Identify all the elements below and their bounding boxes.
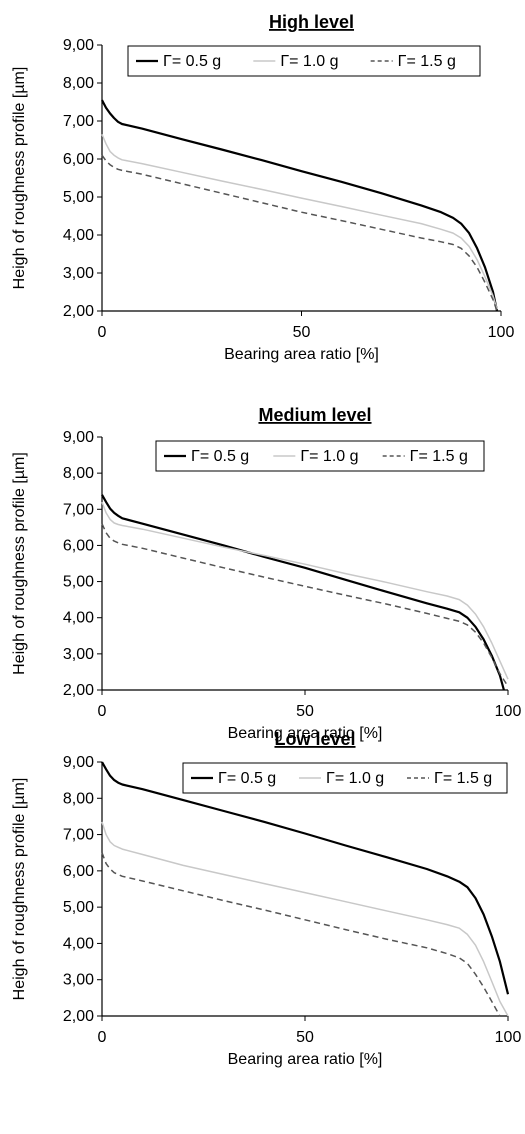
series-line <box>101 134 498 310</box>
legend-label: Γ= 0.5 g <box>191 448 249 465</box>
y-tick-label: 7,00 <box>63 113 94 130</box>
y-tick-label: 6,00 <box>63 151 94 168</box>
legend-box <box>182 762 508 794</box>
y-tick-label: 4,00 <box>63 227 94 244</box>
y-tick-label: 2,00 <box>63 682 94 699</box>
series-line <box>101 494 505 691</box>
y-tick-label: 9,00 <box>63 37 94 54</box>
x-tick-label: 0 <box>98 1029 107 1046</box>
series-line <box>101 761 510 995</box>
x-tick-label: 0 <box>98 324 107 341</box>
chart-title: Medium level <box>258 405 371 425</box>
legend-label: Γ= 1.5 g <box>410 448 468 465</box>
y-tick-label: 6,00 <box>63 537 94 554</box>
x-tick-label: 50 <box>296 1029 314 1046</box>
legend-label: Γ= 1.0 g <box>326 770 384 787</box>
y-tick-label: 4,00 <box>63 935 94 952</box>
x-tick-label: 50 <box>296 703 314 720</box>
y-tick-label: 5,00 <box>63 189 94 206</box>
y-tick-label: 9,00 <box>63 429 94 446</box>
legend-label: Γ= 1.5 g <box>398 53 456 70</box>
x-tick-label: 50 <box>293 324 311 341</box>
legend: Γ= 0.5 g Γ= 1.0 g Γ= 1.5 g <box>182 762 508 794</box>
y-tick-label: 8,00 <box>63 465 94 482</box>
y-tick-label: 2,00 <box>63 1008 94 1025</box>
legend-label: Γ= 0.5 g <box>218 770 276 787</box>
y-tick-label: 9,00 <box>63 754 94 771</box>
y-tick-label: 8,00 <box>63 790 94 807</box>
x-tick-label: 100 <box>495 1029 522 1046</box>
y-tick-label: 3,00 <box>63 646 94 663</box>
x-tick-label: 100 <box>495 703 522 720</box>
series-line <box>101 154 498 312</box>
x-axis-title: Bearing area ratio [%] <box>224 346 379 363</box>
y-tick-label: 4,00 <box>63 610 94 627</box>
y-tick-label: 3,00 <box>63 265 94 282</box>
series-line <box>101 501 509 680</box>
chart-title: High level <box>269 12 354 32</box>
chart-panel: Low level 2,00 3,00 4,00 5,00 6,00 7,00 8,00 9,0… <box>11 729 521 1068</box>
x-axis-title: Bearing area ratio [%] <box>228 725 383 742</box>
y-tick-label: 2,00 <box>63 303 94 320</box>
series-line <box>101 852 501 1017</box>
y-tick-label: 7,00 <box>63 501 94 518</box>
series-line <box>101 523 509 687</box>
chart-panel: High level 2,00 3,00 4,00 5,00 6,00 7,00 8,00 9,… <box>11 12 514 363</box>
y-axis-title: Heigh of roughness profile [µm] <box>11 778 28 1001</box>
legend-label: Γ= 1.0 g <box>300 448 358 465</box>
legend-box <box>127 45 481 77</box>
legend-label: Γ= 0.5 g <box>163 53 221 70</box>
y-tick-label: 5,00 <box>63 899 94 916</box>
y-tick-label: 3,00 <box>63 972 94 989</box>
chart-title: Low level <box>274 729 355 749</box>
y-axis-title: Heigh of roughness profile [µm] <box>11 67 28 290</box>
x-tick-label: 0 <box>98 703 107 720</box>
x-axis-title: Bearing area ratio [%] <box>228 1051 383 1068</box>
x-tick-label: 100 <box>488 324 515 341</box>
legend-label: Γ= 1.0 g <box>280 53 338 70</box>
legend-box <box>155 440 485 472</box>
chart-panel: Medium level 2,00 3,00 4,00 5,00 6,00 7,00 8,00… <box>11 405 521 742</box>
y-tick-label: 5,00 <box>63 574 94 591</box>
series-line <box>101 99 499 312</box>
y-tick-label: 7,00 <box>63 827 94 844</box>
legend: Γ= 0.5 g Γ= 1.0 g Γ= 1.5 g <box>127 45 481 77</box>
legend: Γ= 0.5 g Γ= 1.0 g Γ= 1.5 g <box>155 440 485 472</box>
series-line <box>101 821 509 1017</box>
y-axis-title: Heigh of roughness profile [µm] <box>11 452 28 675</box>
y-tick-label: 8,00 <box>63 75 94 92</box>
legend-label: Γ= 1.5 g <box>434 770 492 787</box>
y-tick-label: 6,00 <box>63 863 94 880</box>
